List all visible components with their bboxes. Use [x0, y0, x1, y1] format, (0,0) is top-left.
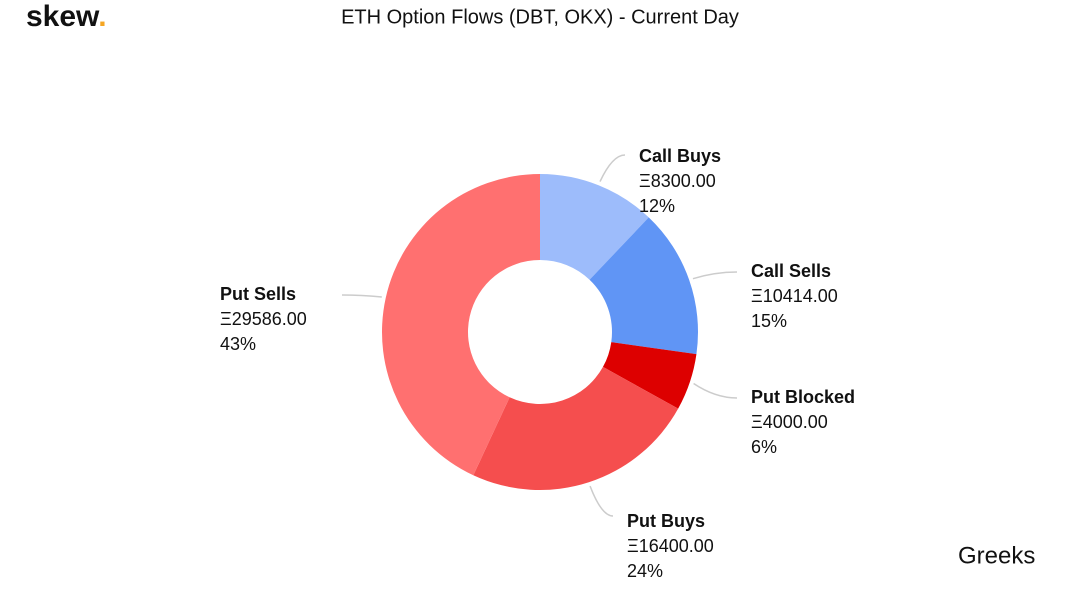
chart-title: ETH Option Flows (DBT, OKX) - Current Da… [341, 6, 739, 28]
slice-label: Call Sells [751, 261, 831, 281]
leader-line [693, 382, 738, 399]
percent-label: 15% [751, 311, 787, 331]
slice [540, 174, 649, 280]
value-label: Ξ4000.00 [751, 412, 828, 432]
slice [602, 342, 697, 409]
value-label: Ξ10414.00 [751, 286, 838, 306]
slice [473, 366, 679, 491]
slice-label: Put Buys [627, 511, 705, 531]
percent-label: 24% [627, 561, 663, 581]
leader-line [599, 154, 626, 182]
logo: skew. [26, 0, 107, 33]
slice-label: Put Sells [220, 284, 296, 304]
percent-label: 6% [751, 437, 777, 457]
logo-text: skew [26, 0, 100, 33]
percent-label: 12% [639, 196, 675, 216]
leader-line [341, 294, 382, 298]
logo-mark: . [98, 0, 106, 33]
value-label: Ξ16400.00 [627, 536, 714, 556]
percent-label: 43% [220, 334, 256, 354]
slice [589, 217, 698, 355]
leader-line [589, 485, 614, 517]
value-label: Ξ29586.00 [220, 309, 307, 329]
leader-line [692, 271, 738, 280]
watermark: Greeks [958, 542, 1035, 569]
slice-label: Put Blocked [751, 387, 855, 407]
value-label: Ξ8300.00 [639, 171, 716, 191]
slice [381, 174, 540, 476]
slice-label: Call Buys [639, 146, 721, 166]
